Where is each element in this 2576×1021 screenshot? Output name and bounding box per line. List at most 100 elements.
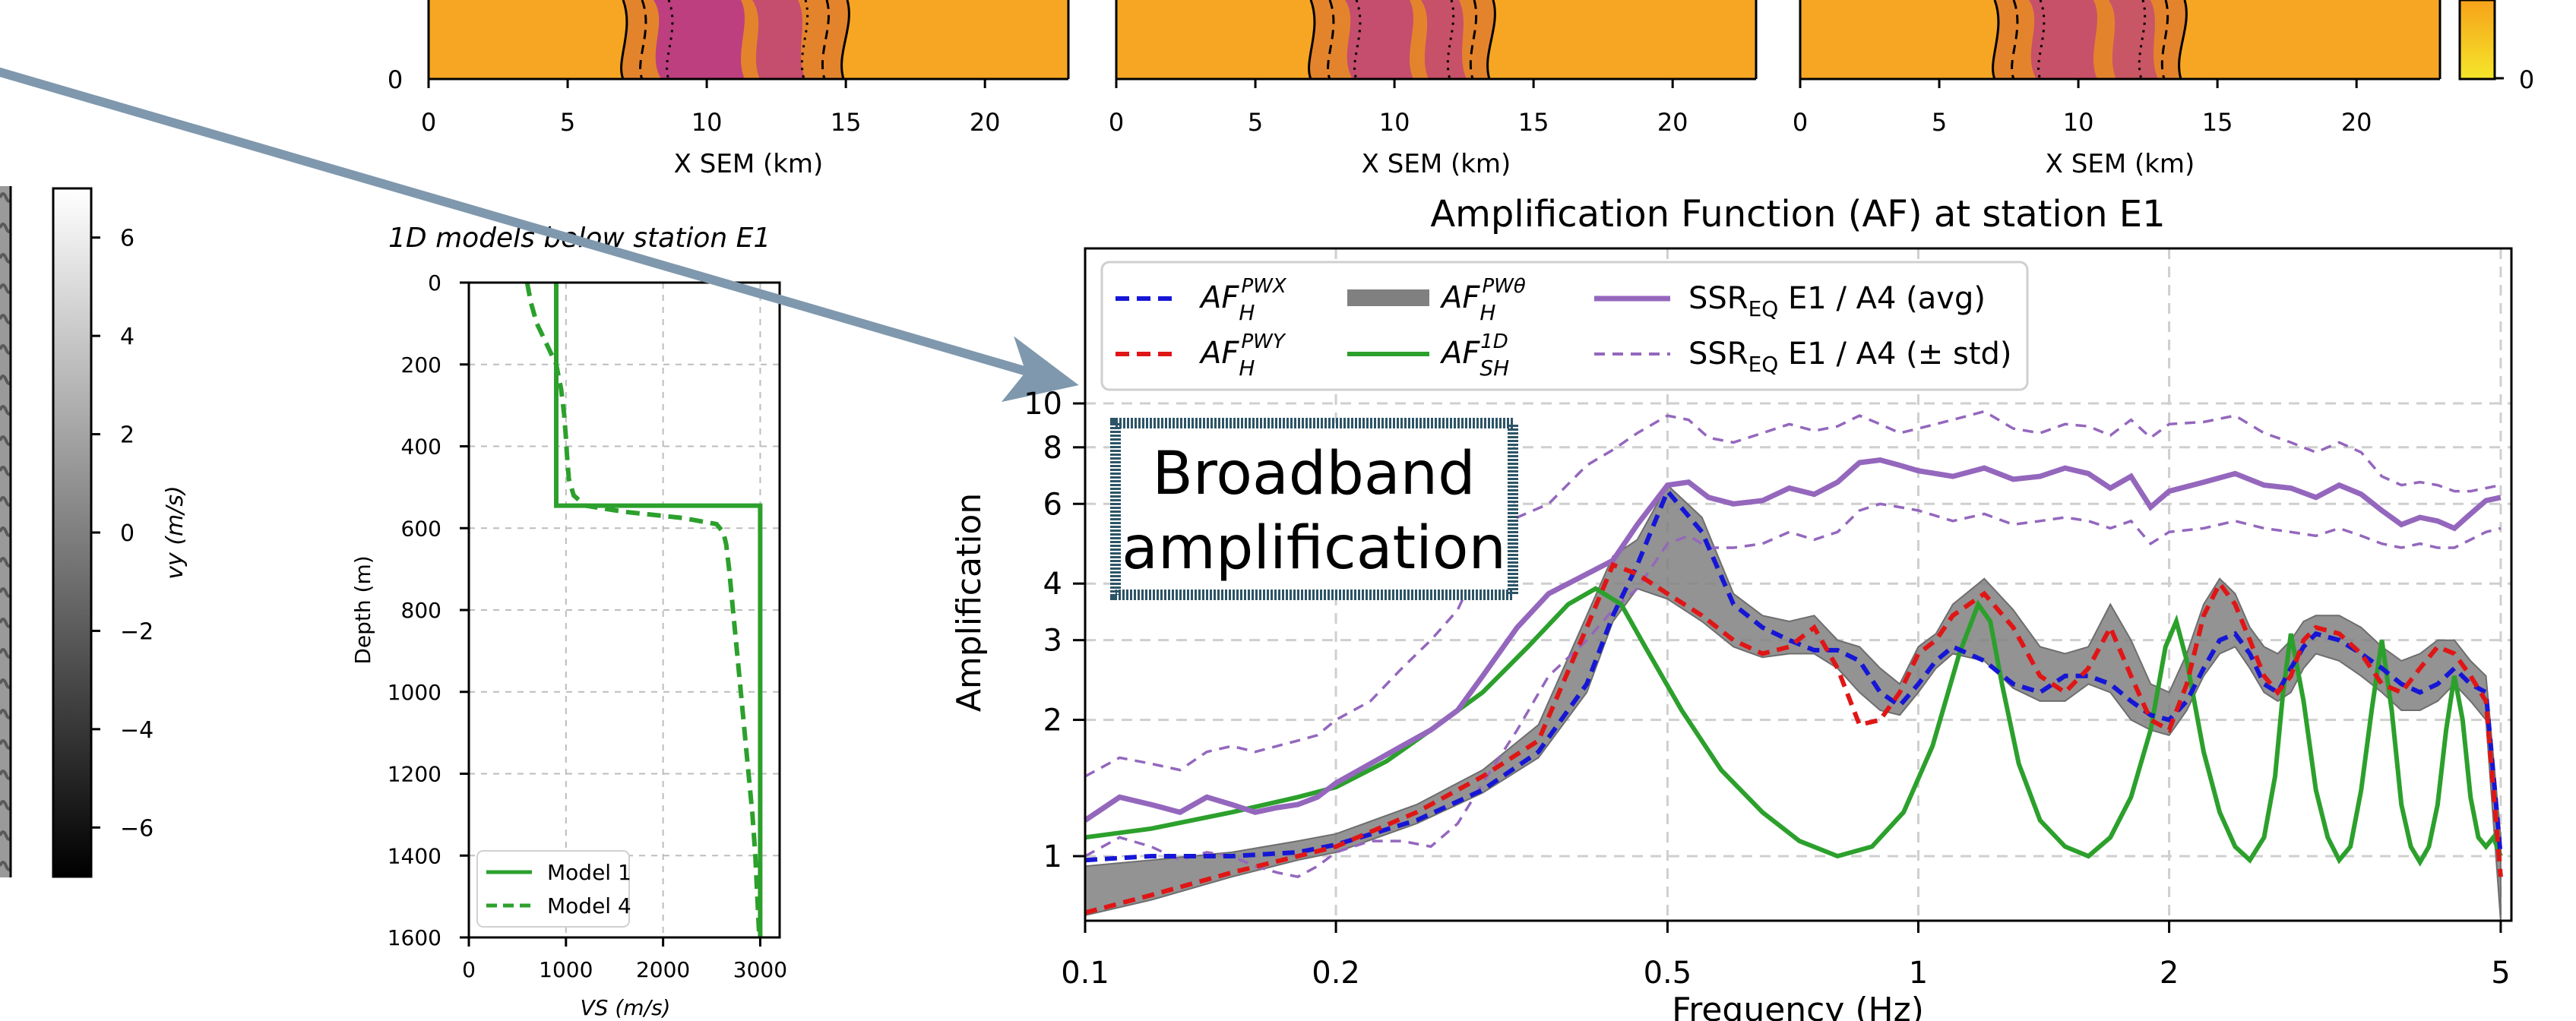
x-tick-label: 0 — [1109, 108, 1124, 137]
colorbar-tick-label: −4 — [120, 717, 153, 744]
contour-solid — [620, 0, 628, 80]
top-panel-3 — [1799, 0, 2442, 81]
af-y-label: Amplification — [950, 493, 989, 713]
y-tick-label: 1000 — [388, 680, 441, 705]
x-tick-label: 10 — [1379, 108, 1410, 137]
colorbar-tick-label: 4 — [120, 324, 134, 350]
y-tick-label: 10 — [1024, 387, 1062, 422]
x-tick-label: 20 — [1657, 108, 1688, 137]
x-tick-label: 5 — [1248, 108, 1263, 137]
af-legend: AFHPWX AFHPWY AFHPWθ AFSH1D SSREQ E1 / A… — [1100, 261, 2029, 391]
heatmap-band-1 — [653, 0, 745, 79]
legend-label-af-1d: AFSH1D — [1439, 330, 1509, 381]
y-tick-label: 2 — [1043, 703, 1062, 738]
x-tick-label: 0 — [462, 957, 476, 982]
y-tick-label: 800 — [401, 598, 441, 623]
heatmap-band-2 — [1421, 0, 1467, 79]
heatmap-band-2 — [2109, 0, 2158, 79]
series-ssr-minus-std — [1084, 502, 2502, 879]
annotation-line-1: Broadband — [1152, 440, 1475, 508]
x-tick-label: 0 — [1793, 108, 1808, 137]
contour-solid — [1486, 0, 1496, 80]
vy-colorbar-ticks: 6 4 2 0 −2 −4 −6 — [91, 226, 153, 842]
af-chart: Amplification Function (AF) at station E… — [950, 193, 2513, 1021]
vy-colorbar-label: vy (m/s) — [162, 485, 188, 579]
x-tick-label: 15 — [2202, 108, 2233, 137]
x-tick-label: 5 — [1932, 108, 1947, 137]
x-tick-label: 5 — [2491, 956, 2510, 991]
y-tick-label: 1600 — [388, 925, 441, 950]
left-velocity-panel: 6 4 2 0 −2 −4 −6 vy (m/s) — [0, 186, 188, 878]
x-tick-label: 0.1 — [1061, 956, 1109, 991]
colorbar-tick-label: 6 — [120, 226, 134, 252]
models-x-label: VS (m/s) — [581, 995, 671, 1020]
series-line-model-4 — [524, 282, 762, 938]
x-tick-label: 0 — [421, 108, 436, 137]
models-y-label: Depth (m) — [350, 555, 375, 664]
y-tick-label: 1200 — [388, 762, 441, 787]
x-tick-label: 15 — [1518, 108, 1549, 137]
legend-label-ssr-avg: SSREQ E1 / A4 (avg) — [1688, 281, 1986, 321]
contour-solid — [2178, 0, 2188, 80]
y-tick-label: 4 — [1043, 567, 1062, 602]
top-panel-1: 0 — [388, 0, 1070, 94]
y-tick-label: 600 — [401, 516, 441, 541]
top-colorbar: 0 — [2458, 0, 2534, 94]
x-axis-label: X SEM (km) — [1362, 149, 1511, 179]
contour-dashed — [821, 0, 831, 80]
legend-label-model-1: Model 1 — [547, 860, 631, 885]
x-tick-label: 1 — [1909, 956, 1928, 991]
annotation-line-2: amplification — [1122, 514, 1506, 583]
models-legend: Model 1 Model 4 — [476, 850, 631, 928]
legend-label-ssr-std: SSREQ E1 / A4 (± std) — [1688, 337, 2012, 377]
top-panels: 0 — [388, 0, 2534, 179]
contour-dotted — [2138, 0, 2147, 80]
x-tick-label: 15 — [831, 108, 862, 137]
legend-swatch-af-theta — [1347, 289, 1429, 306]
contour-solid — [1992, 0, 2000, 80]
contour-dashed — [2160, 0, 2169, 80]
heatmap-band-1 — [2029, 0, 2097, 79]
x-tick-label: 3000 — [733, 957, 787, 982]
legend-label-af-y: AFHPWY — [1198, 330, 1286, 381]
contour-dotted — [1446, 0, 1455, 80]
x-tick-label: 0.5 — [1644, 956, 1692, 991]
pointer-arrow — [0, 68, 1079, 403]
y-tick-label: 8 — [1043, 431, 1062, 466]
y-tick-label: 200 — [401, 352, 441, 378]
series-af-x — [1084, 486, 2503, 863]
series-ssr-avg — [1084, 457, 2502, 823]
y-tick-label: 1400 — [388, 843, 441, 868]
series-af-y — [1084, 561, 2503, 915]
colorbar-tick-label: 0 — [2519, 65, 2534, 94]
x-tick-label: 5 — [560, 108, 575, 137]
legend-label-af-x: AFHPWX — [1198, 275, 1287, 325]
x-tick-label: 10 — [691, 108, 723, 137]
contour-solid — [1308, 0, 1316, 80]
x-tick-label: 10 — [2063, 108, 2094, 137]
models-ticks: 0 1000 2000 3000 0 200 400 600 800 1000 1200 1400 16… — [388, 270, 787, 982]
colorbar-tick-label: 2 — [120, 422, 134, 449]
y-tick-label: 0 — [428, 270, 441, 296]
colorbar-tick-label: −2 — [120, 618, 153, 645]
heatmap-band-1 — [1345, 0, 1413, 79]
broadband-annotation: Broadband amplification — [1110, 418, 1518, 600]
af-x-label: Frequency (Hz) — [1672, 991, 1924, 1021]
af-series — [1084, 409, 2503, 921]
x-tick-label: 2 — [2160, 956, 2179, 991]
legend-label-af-theta: AFHPWθ — [1439, 275, 1526, 325]
y-tick-label: 6 — [1043, 487, 1062, 522]
x-tick-label: 0.2 — [1312, 956, 1360, 991]
x-tick-label: 20 — [970, 108, 1001, 137]
contour-dashed — [1469, 0, 1478, 80]
contour-solid — [840, 0, 850, 80]
top-x-axes: 0 5 10 15 20 X SEM (km) 0 5 10 15 20 X SEM (km) 0 5 10… — [421, 79, 2372, 179]
models-chart: 1D models below station E1 0 1000 2000 3000… — [350, 223, 787, 1020]
y-tick-label: 1 — [1043, 839, 1062, 874]
vy-colorbar — [52, 187, 93, 878]
x-axis-label: X SEM (km) — [674, 149, 824, 179]
x-axis-label: X SEM (km) — [2046, 149, 2195, 179]
heatmap-band-2 — [752, 0, 805, 79]
colorbar-tick-label: 0 — [120, 520, 134, 547]
